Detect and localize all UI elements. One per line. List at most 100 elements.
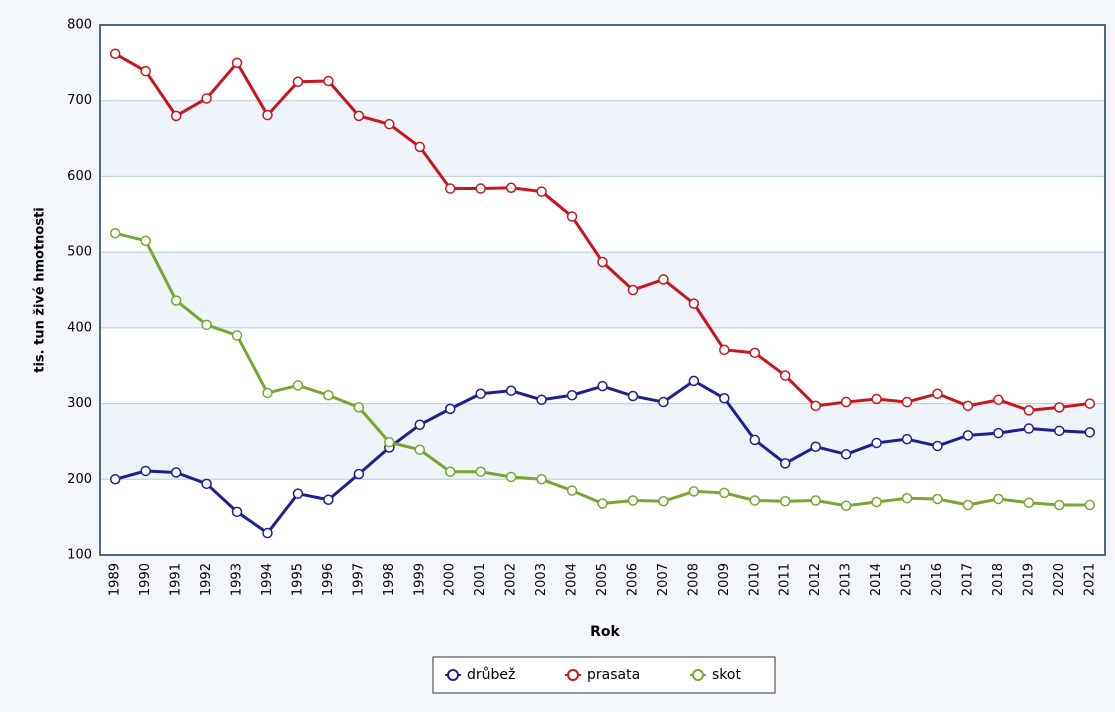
data-point [536, 474, 547, 485]
data-point [1023, 423, 1035, 434]
x-tick-label: 2020 [1052, 563, 1067, 596]
data-point [901, 396, 913, 408]
data-point [993, 394, 1004, 406]
data-point [292, 380, 304, 391]
x-tick-label: 2021 [1082, 563, 1097, 596]
data-point [810, 495, 821, 506]
data-point [840, 449, 852, 460]
y-tick-label: 300 [67, 396, 92, 411]
x-tick-label: 1993 [230, 563, 245, 596]
data-point [1054, 499, 1065, 511]
data-point [810, 400, 821, 412]
data-point [719, 487, 730, 499]
data-point [932, 388, 943, 399]
data-point [292, 76, 304, 88]
data-point [323, 494, 334, 505]
legend-label: prasata [587, 667, 640, 683]
data-point [749, 347, 761, 359]
data-point [871, 437, 882, 449]
legend-swatch [447, 669, 459, 681]
data-point [1023, 497, 1035, 509]
data-point [170, 110, 182, 122]
data-point [993, 493, 1004, 505]
x-tick-label: 2000 [443, 563, 458, 596]
plot-border [99, 24, 1106, 556]
data-point [170, 467, 182, 478]
x-tick-label: 1989 [108, 563, 123, 596]
data-point [871, 496, 882, 508]
data-point [536, 394, 547, 406]
data-point [414, 444, 426, 456]
data-point [475, 466, 486, 477]
x-tick-label: 2019 [1021, 563, 1036, 596]
y-tick-label: 100 [67, 548, 92, 563]
data-point [1054, 425, 1065, 437]
data-point [779, 370, 791, 381]
y-tick-label: 400 [67, 320, 92, 335]
data-point [1084, 499, 1096, 511]
y-tick-label: 600 [67, 169, 92, 184]
data-point [231, 57, 243, 69]
data-point [901, 433, 913, 445]
data-point [1023, 405, 1035, 416]
data-point [658, 274, 669, 285]
data-point [566, 211, 578, 222]
x-tick-label: 1990 [138, 563, 153, 596]
data-point [201, 93, 212, 104]
x-tick-label: 2003 [534, 563, 549, 596]
data-point [871, 393, 882, 405]
x-axis-label: Rok [590, 624, 620, 640]
data-point [779, 458, 791, 469]
data-point [597, 380, 608, 392]
data-point [779, 495, 791, 507]
data-point [262, 109, 273, 121]
data-point [1084, 398, 1096, 409]
data-point [627, 495, 639, 506]
data-point [231, 330, 243, 341]
data-point [658, 495, 669, 507]
data-point [566, 485, 578, 496]
data-point [597, 256, 608, 268]
data-point [414, 419, 426, 431]
data-point [262, 527, 273, 539]
data-point [353, 402, 365, 413]
data-point [384, 436, 395, 448]
data-point [1084, 427, 1096, 438]
legend-box [432, 656, 776, 694]
x-tick-label: 2014 [869, 563, 884, 596]
data-point [993, 427, 1004, 439]
x-tick-label: 2009 [717, 563, 732, 596]
data-point [932, 440, 943, 452]
data-point [140, 465, 151, 477]
y-tick-label: 700 [67, 93, 92, 108]
data-point [201, 319, 212, 331]
data-point [109, 48, 121, 60]
grid-band [100, 100, 1105, 177]
legend-swatch [567, 669, 579, 681]
y-tick-label: 800 [67, 18, 92, 33]
data-point [901, 492, 913, 504]
x-tick-label: 1998 [382, 563, 397, 596]
data-point [962, 499, 974, 511]
data-point [262, 387, 273, 399]
x-tick-label: 2016 [930, 563, 945, 596]
y-tick-label: 200 [67, 472, 92, 487]
data-point [444, 466, 456, 477]
data-point [840, 500, 852, 512]
data-point [627, 390, 639, 402]
data-point [505, 182, 517, 194]
data-point [323, 75, 334, 87]
x-tick-label: 2012 [808, 563, 823, 596]
data-point [719, 393, 730, 404]
x-tick-label: 1995 [290, 563, 305, 596]
data-point [505, 471, 517, 483]
data-point [201, 478, 212, 490]
data-point [140, 235, 151, 247]
data-point [384, 118, 395, 130]
x-tick-label: 2001 [473, 563, 488, 596]
x-tick-label: 1994 [260, 563, 275, 596]
data-point [840, 396, 852, 408]
x-tick-label: 1992 [199, 563, 214, 596]
y-tick-label: 500 [67, 245, 92, 260]
